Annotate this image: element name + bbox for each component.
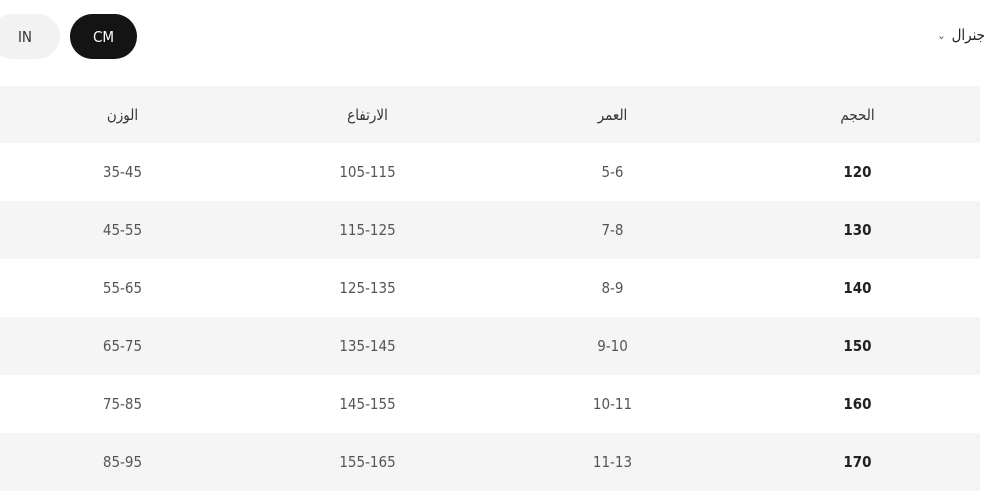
- cell-height: 105-115: [339, 163, 396, 181]
- table-row: 170 11-13 155-165 85-95: [0, 433, 980, 491]
- cell-age: 8-9: [601, 279, 624, 297]
- cell-height: 155-165: [245, 433, 490, 491]
- category-dropdown-label: جنرال: [951, 26, 985, 44]
- cell-weight: 45-55: [0, 201, 245, 259]
- cell-weight: 75-85: [102, 395, 143, 413]
- cell-height: 115-125: [245, 201, 490, 259]
- cell-age: 5-6: [601, 163, 624, 181]
- cell-age: 10-11: [592, 395, 633, 413]
- cell-height: 145-155: [339, 395, 396, 413]
- cell-height: 125-135: [339, 279, 396, 297]
- cell-age: 7-8: [490, 201, 735, 259]
- cell-age: 9-10: [490, 317, 735, 375]
- cell-weight: 85-95: [0, 433, 245, 491]
- cell-weight: 35-45: [102, 163, 143, 181]
- chevron-down-icon: ⌄: [937, 28, 946, 42]
- cell-size: 150: [735, 317, 980, 375]
- unit-cm-button[interactable]: CM: [70, 14, 137, 59]
- table-header-row: الحجم العمر الارتفاع الوزن: [0, 86, 980, 143]
- cell-size: 130: [735, 201, 980, 259]
- unit-in-button[interactable]: IN: [0, 14, 60, 59]
- header-height: الارتفاع: [245, 86, 490, 143]
- cell-height: 135-145: [245, 317, 490, 375]
- table-row: 130 7-8 115-125 45-55: [0, 201, 980, 259]
- table-row: 160 10-11 145-155 75-85: [0, 375, 980, 433]
- cell-size: 140: [843, 279, 872, 297]
- cell-age: 11-13: [490, 433, 735, 491]
- cell-weight: 65-75: [0, 317, 245, 375]
- cell-size: 170: [735, 433, 980, 491]
- header-weight: الوزن: [0, 86, 245, 143]
- cell-size: 160: [843, 395, 872, 413]
- header-age: العمر: [490, 86, 735, 143]
- table-row: 150 9-10 135-145 65-75: [0, 317, 980, 375]
- size-chart-table: الحجم العمر الارتفاع الوزن 120 5-6 105-115…: [0, 86, 980, 491]
- table-row: 140 8-9 125-135 55-65: [0, 259, 980, 317]
- header-size: الحجم: [735, 86, 980, 143]
- unit-toggle: IN CM: [0, 14, 137, 59]
- cell-weight: 55-65: [102, 279, 143, 297]
- category-dropdown[interactable]: جنرال ⌄: [937, 26, 985, 44]
- cell-size: 120: [843, 163, 872, 181]
- table-row: 120 5-6 105-115 35-45: [0, 143, 980, 201]
